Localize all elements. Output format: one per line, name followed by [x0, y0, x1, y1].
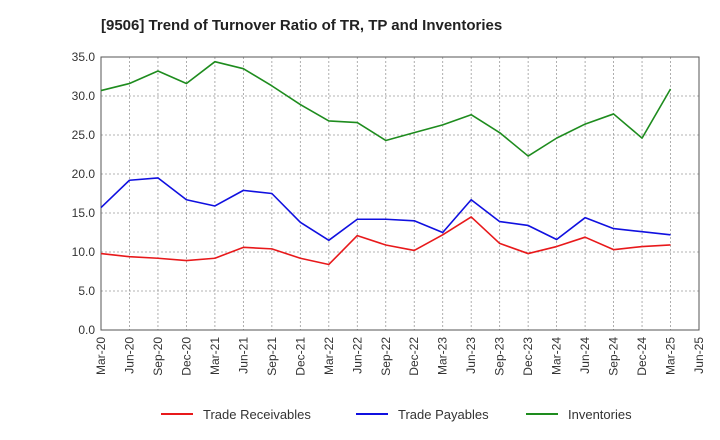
y-tick-label: 5.0 [78, 284, 95, 298]
legend-label-3: Inventories [568, 407, 632, 422]
x-tick-label: Sep-22 [379, 337, 393, 376]
y-tick-label: 30.0 [72, 89, 96, 103]
x-tick-label: Dec-21 [293, 337, 307, 376]
series-line-1 [100, 216, 671, 266]
x-tick-label: Dec-20 [179, 337, 193, 376]
x-tick-label: Mar-23 [436, 337, 450, 375]
x-tick-label: Mar-24 [550, 337, 564, 375]
x-tick-label: Mar-22 [322, 337, 336, 375]
x-tick-label: Jun-20 [122, 337, 136, 374]
x-tick-label: Mar-20 [94, 337, 108, 375]
legend-label-2: Trade Payables [398, 407, 489, 422]
legend-label-1: Trade Receivables [203, 407, 311, 422]
x-tick-label: Jun-23 [464, 337, 478, 374]
x-tick-label: Dec-22 [407, 337, 421, 376]
axis-layer: 0.0 5.0 10.0 15.0 20.0 25.0 30.0 35.0 Mar-20 Jun-… [72, 50, 706, 376]
series-layer [100, 60, 672, 266]
x-tick-label: Mar-25 [664, 337, 678, 375]
legend: Trade Receivables Trade Payables Inventori… [161, 407, 632, 422]
y-tick-label: 25.0 [72, 128, 96, 142]
y-tick-label: 0.0 [78, 323, 95, 337]
x-tick-label: Jun-22 [350, 337, 364, 374]
x-tick-label: Sep-23 [493, 337, 507, 376]
plot-frame [100, 56, 700, 331]
x-tick-label: Sep-21 [265, 337, 279, 376]
x-tick-label: Mar-21 [208, 337, 222, 375]
x-tick-label: Dec-24 [635, 337, 649, 376]
chart-title: [9506] Trend of Turnover Ratio of TR, TP… [101, 17, 502, 34]
x-tick-label: Sep-20 [151, 337, 165, 376]
x-tick-label: Jun-24 [578, 337, 592, 374]
x-tick-label: Dec-23 [521, 337, 535, 376]
series-line-3 [100, 60, 672, 157]
grid-layer [100, 56, 700, 331]
x-tick-label: Jun-25 [692, 337, 706, 374]
y-tick-label: 15.0 [72, 206, 96, 220]
y-tick-label: 20.0 [72, 167, 96, 181]
y-tick-label: 10.0 [72, 245, 96, 259]
x-tick-label: Sep-24 [607, 337, 621, 376]
y-tick-label: 35.0 [72, 50, 96, 64]
series-line-2 [100, 177, 671, 242]
x-tick-label: Jun-21 [236, 337, 250, 374]
